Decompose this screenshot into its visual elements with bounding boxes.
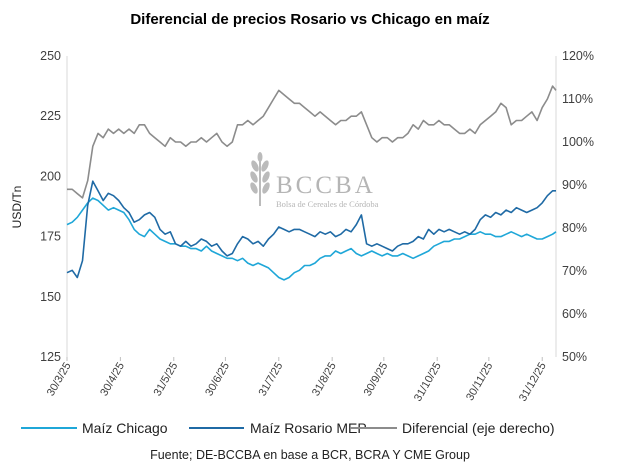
legend-label-chicago: Maíz Chicago — [82, 420, 168, 436]
y-left-tick-label: 125 — [40, 350, 61, 364]
chart-title: Diferencial de precios Rosario vs Chicag… — [130, 11, 489, 28]
source-note: Fuente; DE-BCCBA en base a BCR, BCRA Y C… — [150, 448, 470, 462]
series-line-chicago — [66, 197, 557, 281]
y-left-tick-label: 225 — [40, 109, 61, 123]
y-left-tick-label: 200 — [40, 169, 61, 183]
y-left-tick-label: 250 — [40, 49, 61, 63]
y-left-tick-label: 150 — [40, 290, 61, 304]
watermark-name: BCCBA — [276, 172, 376, 199]
y-axis-label: USD/Tn — [10, 186, 24, 229]
y-left-tick-label: 175 — [40, 230, 61, 244]
legend: Maíz Chicago Maíz Rosario MEP Diferencia… — [21, 420, 555, 436]
legend-label-diferencial: Diferencial (eje derecho) — [402, 420, 555, 436]
y-right-tick-label: 50% — [562, 350, 587, 364]
bccba-watermark: BCCBA Bolsa de Cereales de Córdoba — [250, 152, 379, 209]
y-right-tick-label: 80% — [562, 221, 587, 235]
y-right-tick-label: 70% — [562, 264, 587, 278]
wheat-icon — [250, 152, 270, 206]
y-right-tick-label: 90% — [562, 178, 587, 192]
y-axis-right-ticks: 50% 60% 70% 80% 90% 100% 110% 120% — [562, 49, 594, 364]
series-line-rosario — [66, 180, 556, 279]
y-axis-left-ticks: 125 150 175 200 225 250 — [40, 49, 61, 364]
series-layer — [66, 85, 557, 281]
y-right-tick-label: 120% — [562, 49, 594, 63]
legend-label-rosario: Maíz Rosario MEP — [250, 420, 367, 436]
watermark-subtitle: Bolsa de Cereales de Córdoba — [276, 199, 379, 209]
y-right-tick-label: 110% — [562, 92, 593, 106]
series-line-diferencial — [67, 85, 557, 199]
y-right-tick-label: 100% — [562, 135, 594, 149]
y-right-tick-label: 60% — [562, 307, 587, 321]
